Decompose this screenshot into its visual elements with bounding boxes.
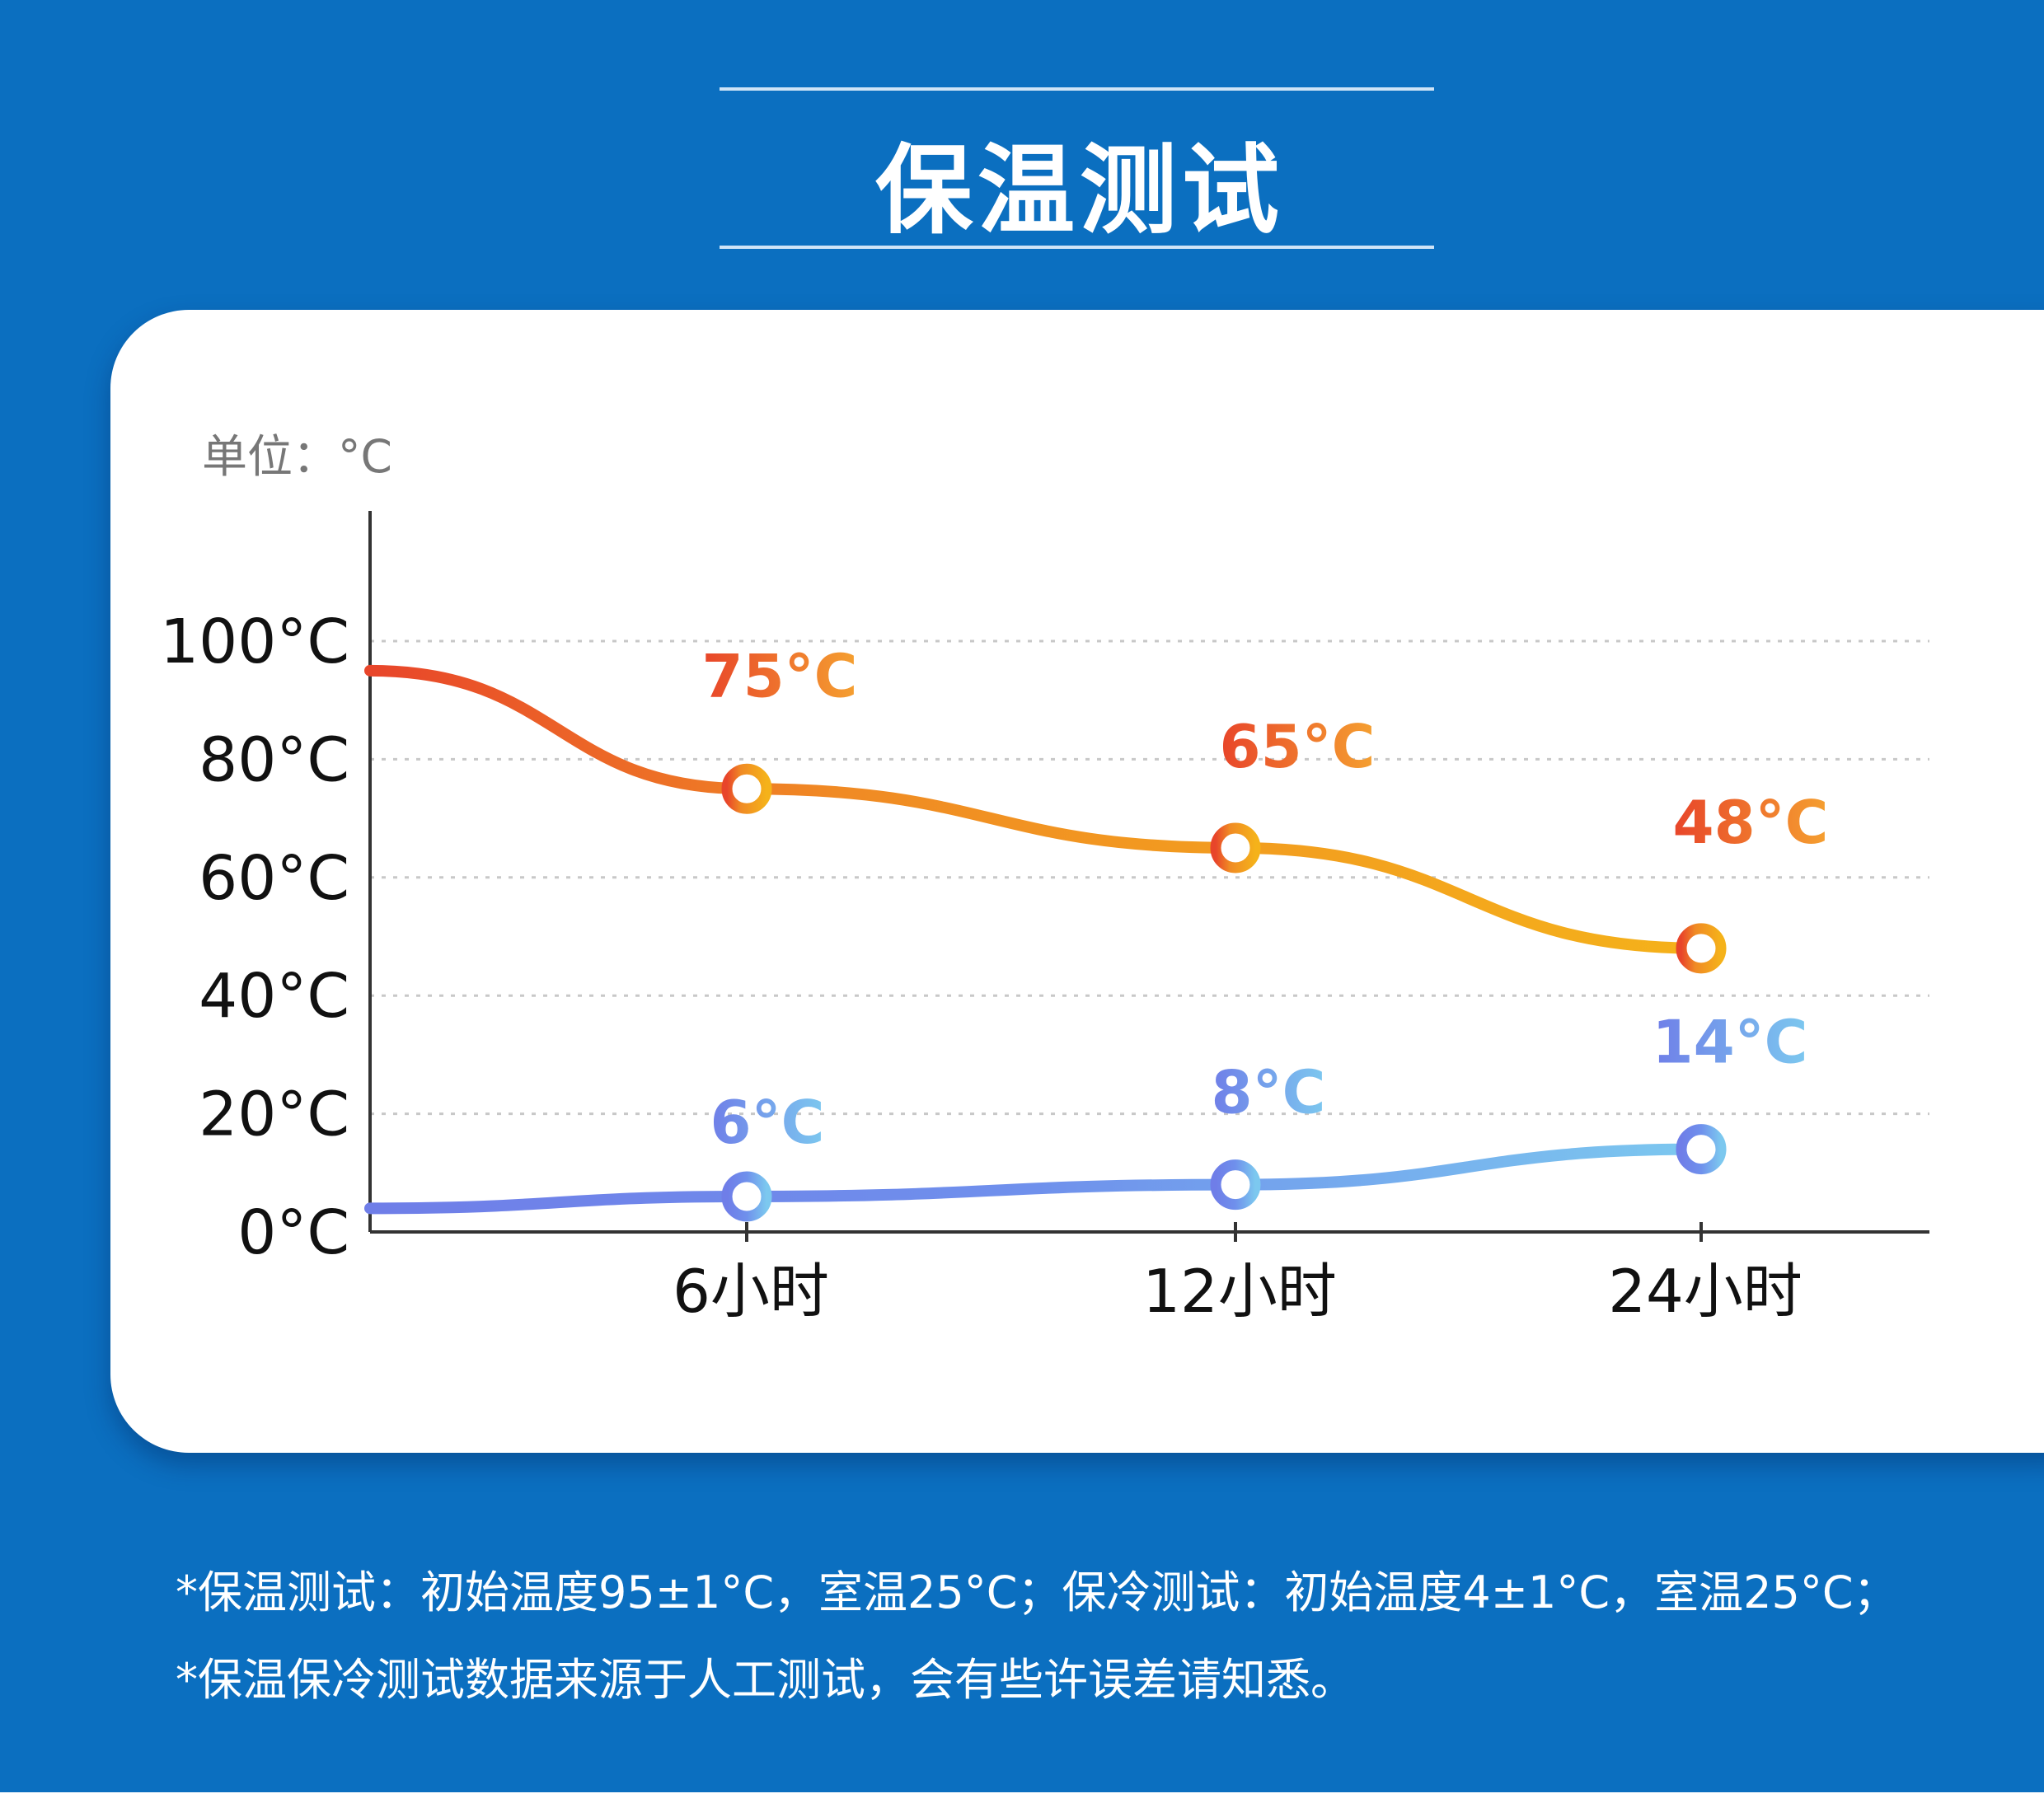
series-line-cold <box>364 1143 1707 1215</box>
y-tick-label: 60°C <box>199 843 349 914</box>
y-tick-label: 40°C <box>199 961 349 1032</box>
title-top-rule <box>720 87 1434 91</box>
data-label: 75°C <box>701 641 857 710</box>
y-tick-label: 80°C <box>199 724 349 795</box>
y-tick-label: 0°C <box>237 1197 349 1268</box>
data-label: 48°C <box>1672 788 1828 857</box>
y-tick-label: 20°C <box>199 1079 349 1150</box>
title-bottom-rule <box>720 246 1434 249</box>
footnote-1: *保温测试：初始温度95±1°C，室温25°C；保冷测试：初始温度4±1°C，室… <box>176 1567 1898 1618</box>
data-point-marker <box>721 1171 772 1222</box>
data-label: 8°C <box>1212 1058 1326 1127</box>
x-tick-label: 24小时 <box>1608 1257 1803 1326</box>
data-label: 14°C <box>1652 1008 1807 1077</box>
data-point-marker <box>1210 822 1261 873</box>
unit-label: 单位：°C <box>202 430 392 483</box>
data-point-marker <box>1676 923 1727 974</box>
bottom-strip <box>0 1792 2044 1803</box>
footnote-2: *保温保冷测试数据来源于人工测试，会有些许误差请知悉。 <box>176 1654 1355 1706</box>
data-label: 65°C <box>1219 712 1375 781</box>
data-label: 6°C <box>710 1088 825 1157</box>
data-point-marker <box>1210 1159 1261 1211</box>
x-tick-label: 6小时 <box>673 1257 829 1326</box>
x-tick-label: 12小时 <box>1142 1257 1337 1326</box>
series-line-hot <box>364 664 1707 954</box>
data-point-marker <box>1676 1124 1727 1175</box>
page-title: 保温测试 <box>874 133 1284 247</box>
data-point-marker <box>721 763 772 814</box>
y-tick-label: 100°C <box>160 606 349 677</box>
chart-card <box>110 310 2044 1453</box>
